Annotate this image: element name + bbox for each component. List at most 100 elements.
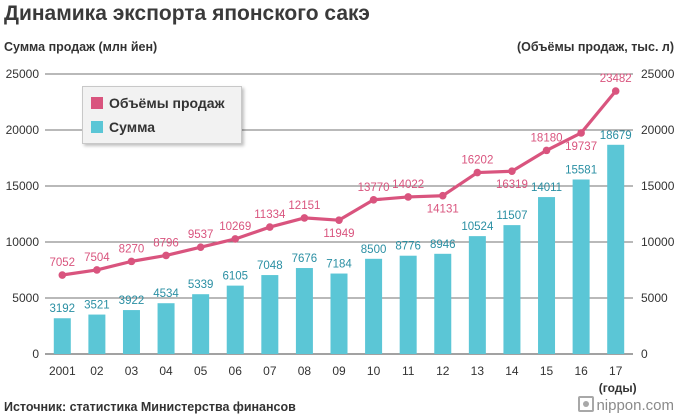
- legend-label-volume: Объёмы продаж: [109, 95, 225, 111]
- bar: [468, 236, 486, 354]
- right-axis-tick-label: 10000: [641, 235, 675, 249]
- bar-value-label: 8776: [395, 241, 421, 253]
- volume-value-label: 9537: [188, 229, 214, 241]
- volume-value-label: 19737: [565, 141, 597, 153]
- bar-value-label: 8500: [361, 244, 387, 256]
- volume-point: [542, 146, 551, 155]
- source-note: Источник: статистика Министерства финанс…: [4, 400, 296, 414]
- x-axis-tick-label: 07: [263, 364, 277, 378]
- legend-label-amount: Сумма: [109, 119, 156, 135]
- volume-point: [577, 129, 585, 137]
- right-axis-tick-label: 15000: [641, 179, 675, 193]
- volume-point: [266, 223, 274, 231]
- x-axis-tick-label: 2001: [49, 364, 76, 378]
- volume-value-label: 7504: [84, 252, 110, 264]
- volume-value-label: 11949: [323, 228, 354, 240]
- brand-text: nippon.com: [596, 397, 674, 414]
- volume-point: [58, 271, 67, 279]
- volume-value-label: 16319: [496, 179, 528, 191]
- bar: [88, 314, 106, 354]
- x-axis-tick-label: 12: [436, 364, 450, 378]
- x-axis-tick-label: 08: [298, 364, 312, 378]
- volume-point: [508, 167, 516, 176]
- bar: [434, 253, 452, 354]
- chart-legend: Объёмы продаж Сумма: [82, 86, 242, 144]
- chart-title: Динамика экспорта японского сакэ: [4, 2, 370, 25]
- x-axis-tick-label: 05: [194, 364, 208, 378]
- bar-value-label: 3922: [119, 295, 145, 307]
- x-axis-tick-label: 14: [505, 364, 519, 378]
- bar-value-label: 15581: [565, 164, 597, 176]
- bar-value-label: 8946: [430, 239, 456, 251]
- x-axis-tick-label: 15: [540, 364, 554, 378]
- left-axis-caption: Сумма продаж (млн йен): [4, 40, 158, 54]
- volume-point: [127, 257, 136, 266]
- x-axis-tick-label: 11: [402, 364, 415, 378]
- left-axis-tick-label: 15000: [6, 179, 40, 193]
- left-axis-tick-label: 5000: [12, 291, 39, 305]
- left-axis-tick-label: 25000: [6, 67, 40, 81]
- x-axis-tick-label: 02: [90, 364, 104, 378]
- volume-value-label: 10269: [219, 221, 251, 233]
- bar-value-label: 6105: [222, 271, 248, 283]
- bar: [538, 197, 556, 354]
- volume-point: [611, 87, 620, 95]
- volume-value-label: 16202: [461, 155, 493, 167]
- right-axis-tick-label: 0: [641, 347, 648, 361]
- volume-point: [404, 193, 412, 201]
- bar: [503, 225, 521, 354]
- legend-item-volume: Объёмы продаж: [91, 95, 225, 111]
- bar: [122, 310, 140, 354]
- brand-mark-icon: [578, 396, 595, 412]
- volume-value-label: 11334: [254, 209, 286, 221]
- volume-value-label: 13770: [358, 182, 390, 194]
- volume-value-label: 8270: [119, 243, 145, 255]
- x-axis-unit-label: (годы): [599, 381, 637, 395]
- right-axis-tick-label: 20000: [641, 123, 675, 137]
- bar-value-label: 11507: [496, 210, 527, 222]
- volume-value-label: 12151: [288, 200, 320, 212]
- x-axis-tick-label: 03: [125, 364, 139, 378]
- legend-swatch-volume: [91, 97, 103, 109]
- bar: [399, 255, 417, 354]
- bar: [157, 303, 175, 354]
- brand-logo: nippon.com: [578, 396, 674, 414]
- volume-point: [231, 235, 240, 243]
- bar: [226, 285, 244, 354]
- volume-value-label: 18180: [531, 132, 563, 144]
- volume-point: [369, 195, 378, 204]
- x-axis-tick-label: 06: [229, 364, 243, 378]
- bar: [261, 275, 279, 354]
- bar-value-label: 4534: [153, 288, 179, 300]
- volume-point: [300, 214, 309, 222]
- x-axis-tick-label: 10: [367, 364, 381, 378]
- bar-value-label: 14011: [531, 182, 562, 194]
- bar: [330, 273, 348, 354]
- legend-swatch-amount: [91, 121, 103, 133]
- bar: [607, 144, 625, 354]
- bar: [192, 294, 210, 354]
- volume-point: [335, 216, 343, 224]
- volume-point: [438, 191, 447, 200]
- volume-point: [93, 266, 101, 274]
- right-axis-tick-label: 5000: [641, 291, 668, 305]
- right-axis-caption: (Объёмы продаж, тыс. л): [516, 40, 674, 54]
- left-axis-tick-label: 20000: [6, 123, 40, 137]
- volume-value-label: 23482: [600, 73, 632, 85]
- x-axis-tick-label: 17: [609, 364, 623, 378]
- volume-point: [473, 168, 482, 177]
- x-axis-tick-label: 09: [332, 364, 346, 378]
- bar-value-label: 5339: [188, 279, 214, 291]
- volume-point: [162, 251, 170, 260]
- volume-point: [196, 243, 205, 251]
- bar: [365, 258, 383, 354]
- bar-value-label: 10524: [461, 221, 494, 233]
- volume-value-label: 7052: [49, 257, 75, 269]
- volume-value-label: 14131: [427, 204, 459, 216]
- bar-value-label: 7184: [326, 259, 352, 271]
- right-axis-tick-label: 25000: [641, 67, 675, 81]
- x-axis-tick-label: 16: [574, 364, 588, 378]
- x-axis-tick-label: 13: [471, 364, 485, 378]
- volume-value-label: 14022: [392, 179, 424, 191]
